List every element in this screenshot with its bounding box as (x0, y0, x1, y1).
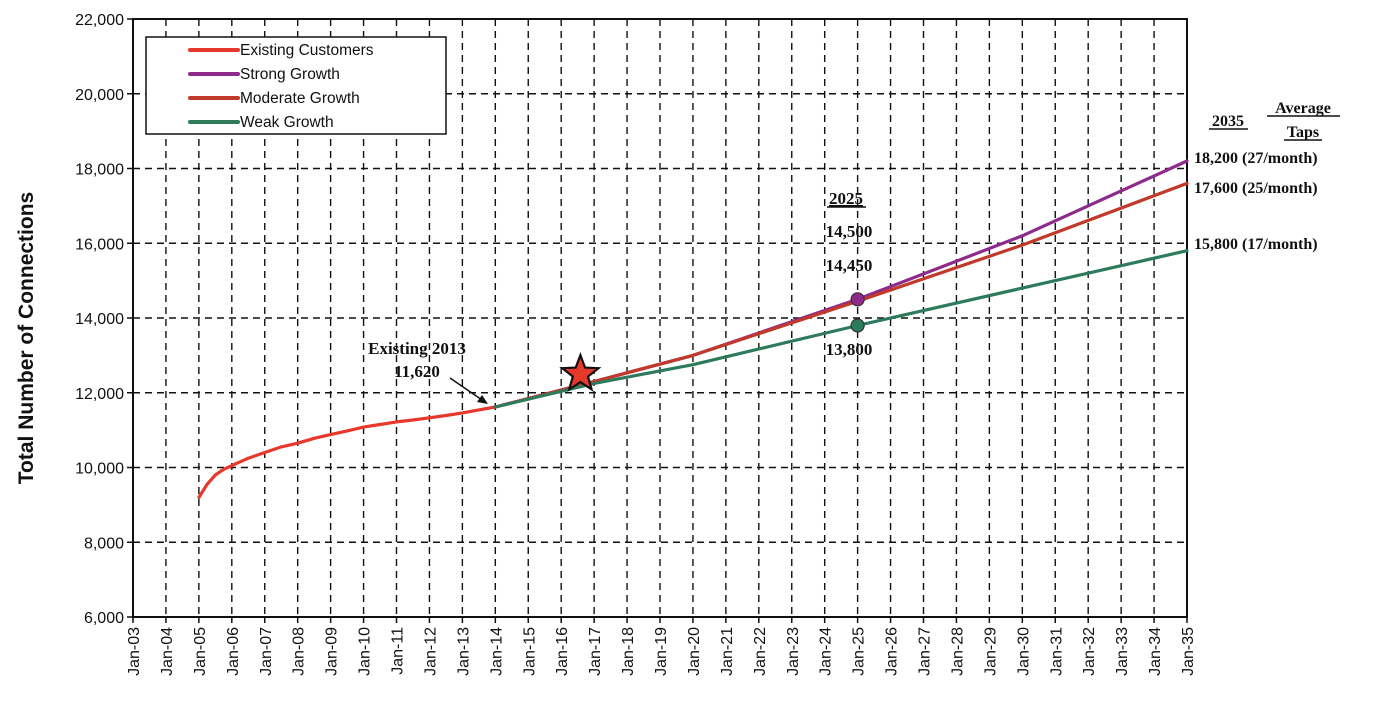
y-tick-label: 22,000 (75, 12, 124, 29)
x-tick-label: Jan-30 (1015, 627, 1032, 676)
y-tick-label: 16,000 (75, 236, 124, 253)
end-strong-label: 18,200 (27/month) (1194, 150, 1318, 167)
legend-box (145, 36, 447, 135)
x-tick-label: Jan-23 (785, 627, 802, 676)
y-tick-label: 14,000 (75, 311, 124, 328)
existing-2013-label: Existing 2013 (368, 339, 466, 358)
x-tick-label: Jan-25 (851, 627, 868, 676)
x-tick-label: Jan-06 (225, 627, 242, 676)
end-weak-label: 15,800 (17/month) (1194, 236, 1318, 253)
x-tick-label: Jan-12 (422, 627, 439, 676)
annotations: Existing 2013 11,620 2025 14,500 14,450 … (368, 100, 1340, 404)
x-tick-label: Jan-32 (1081, 627, 1098, 676)
series-line-weak-growth (493, 249, 1189, 409)
existing-arrowhead (477, 395, 488, 404)
x-tick-label: Jan-14 (488, 627, 505, 676)
x-tick-label: Jan-29 (982, 627, 999, 676)
legend: Existing Customers Strong Growth Moderate … (145, 36, 447, 135)
x-tick-label: Jan-11 (390, 627, 407, 675)
x-tick-label: Jan-27 (917, 627, 934, 676)
y-tick-label: 6,000 (84, 610, 124, 627)
col-avg-header-2: Taps (1287, 124, 1319, 141)
x-tick-label: Jan-08 (291, 627, 308, 676)
y-tick-label: 8,000 (84, 535, 124, 552)
x-tick-label: Jan-21 (719, 627, 736, 676)
point-marker (850, 292, 865, 307)
existing-2013-value: 11,620 (394, 362, 440, 381)
x-tick-label: Jan-33 (1114, 627, 1131, 676)
legend-label: Existing Customers (240, 42, 374, 59)
x-tick-label: Jan-24 (818, 627, 835, 676)
series-line-existing-customers (197, 405, 497, 499)
x-tick-label: Jan-13 (455, 627, 472, 676)
x-tick-label: Jan-07 (258, 627, 275, 676)
end-moderate-label: 17,600 (25/month) (1194, 180, 1318, 197)
x-tick-label: Jan-17 (587, 627, 604, 676)
x-tick-label: Jan-05 (192, 627, 209, 676)
x-tick-label: Jan-31 (1048, 627, 1065, 676)
star-marker (559, 351, 602, 392)
markers (559, 292, 865, 392)
x-tick-label: Jan-10 (357, 627, 374, 676)
x-tick-label: Jan-16 (554, 627, 571, 676)
x-tick-label: Jan-20 (686, 627, 703, 676)
series-line-moderate-growth (493, 181, 1189, 409)
val-2025-strong: 14,500 (826, 222, 873, 241)
x-tick-label: Jan-04 (159, 627, 176, 676)
y-tick-label: 20,000 (75, 87, 124, 104)
legend-label: Moderate Growth (240, 90, 360, 107)
y-tick-label: 12,000 (75, 386, 124, 403)
point-marker (850, 318, 865, 333)
x-tick-label: Jan-15 (521, 627, 538, 676)
x-tick-label: Jan-34 (1147, 627, 1164, 676)
val-2025-moderate: 14,450 (826, 256, 873, 275)
x-tick-label: Jan-35 (1180, 627, 1197, 676)
x-tick-label: Jan-09 (324, 627, 341, 676)
grid (132, 18, 1188, 618)
existing-arrow (449, 377, 486, 403)
legend-label: Strong Growth (240, 66, 340, 83)
val-2025-weak: 13,800 (826, 340, 873, 359)
legend-label: Weak Growth (240, 114, 334, 131)
y-axis: 6,000 8,000 10,000 12,000 14,000 16,000 18,000… (75, 12, 133, 627)
col-2035-header: 2035 (1212, 113, 1244, 130)
y-tick-label: 10,000 (75, 461, 124, 478)
year-2025-label: 2025 (829, 189, 863, 208)
x-tick-label: Jan-28 (949, 627, 966, 676)
x-tick-label: Jan-22 (752, 627, 769, 676)
x-tick-label: Jan-18 (620, 627, 637, 676)
series-lines (197, 159, 1189, 499)
x-tick-label: Jan-19 (653, 627, 670, 676)
y-axis-label: Total Number of Connections (15, 192, 38, 484)
x-tick-label: Jan-26 (884, 627, 901, 676)
x-axis: Jan-03 Jan-04 Jan-05 Jan-06 Jan-07 Jan-08 Jan-… (126, 617, 1197, 676)
col-avg-header-1: Average (1275, 100, 1331, 117)
x-tick-label: Jan-03 (126, 627, 143, 676)
y-tick-label: 18,000 (75, 162, 124, 179)
